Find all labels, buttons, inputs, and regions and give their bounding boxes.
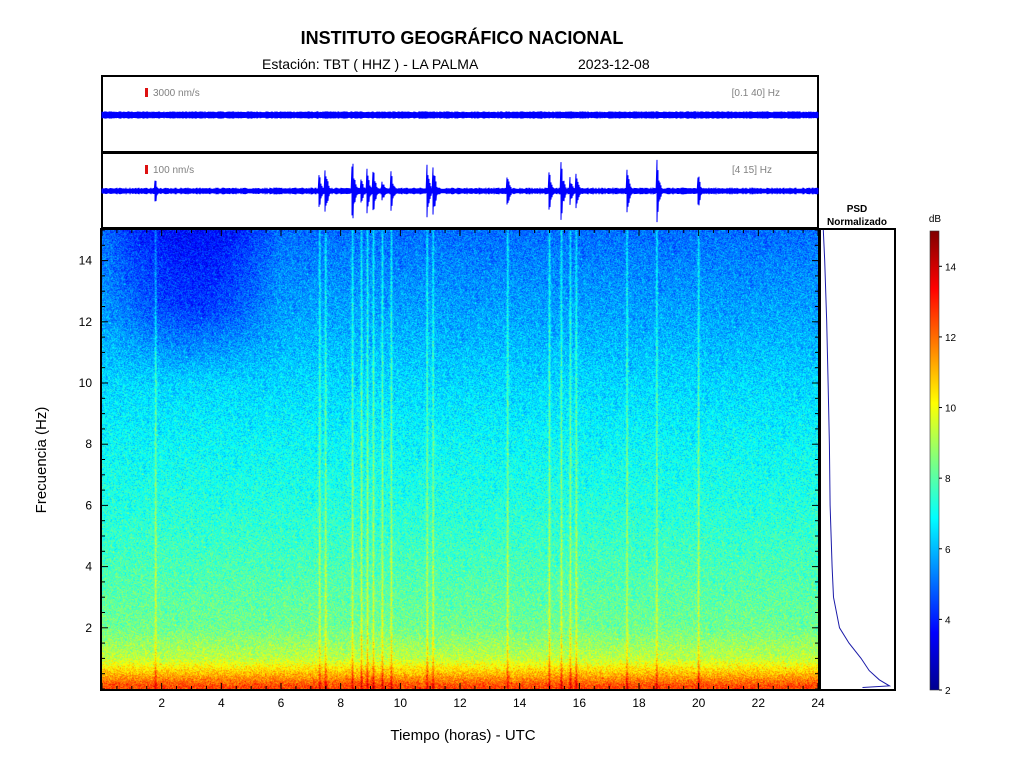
psd-curve	[822, 229, 892, 688]
waveform-trace-filtered	[101, 159, 819, 223]
waveform-trace-broadband	[101, 111, 819, 119]
psd-subtitle: Normalizado	[827, 217, 887, 228]
x-axis-label: Tiempo (horas) - UTC	[390, 727, 535, 744]
spectrogram-y-axis: 2 4 6 8 10 12 14	[79, 229, 819, 690]
x-tick-label: 18	[632, 696, 646, 710]
psd-title: PSD	[847, 204, 868, 215]
x-tick-label: 8	[337, 696, 344, 710]
scale-bar-filtered	[145, 165, 148, 174]
psd-frame	[819, 228, 896, 691]
spectrogram-image-holder	[102, 230, 818, 689]
waveform-1-path	[101, 111, 819, 119]
x-tick-label: 24	[811, 696, 825, 710]
y-tick-label: 12	[79, 315, 93, 329]
x-tick-label: 4	[218, 696, 225, 710]
psd-panel: PSD Normalizado	[819, 204, 896, 691]
colorbar-tick-label: 14	[945, 262, 957, 273]
colorbar-tick-label: 10	[945, 404, 957, 415]
colorbar-tick-label: 12	[945, 333, 957, 344]
colorbar-tick-label: 6	[945, 545, 951, 556]
x-tick-label: 16	[573, 696, 587, 710]
x-tick-label: 22	[752, 696, 766, 710]
colorbar-gradient	[929, 230, 940, 691]
scale-label-broadband: 3000 nm/s	[153, 88, 200, 99]
y-tick-label: 2	[85, 621, 92, 635]
y-tick-label: 14	[79, 254, 93, 268]
colorbar: dB 2 4 6 8 10 12 14	[929, 214, 957, 697]
colorbar-ticks: 2 4 6 8 10 12 14	[939, 262, 957, 697]
scale-label-filtered: 100 nm/s	[153, 165, 194, 176]
station-label: Estación: TBT ( HHZ ) - LA PALMA	[262, 56, 479, 72]
colorbar-tick-label: 8	[945, 474, 951, 485]
x-tick-label: 2	[158, 696, 165, 710]
y-tick-label: 8	[85, 437, 92, 451]
spectrogram-heatmap	[102, 230, 818, 689]
x-tick-label: 10	[394, 696, 408, 710]
y-axis-label: Frecuencia (Hz)	[33, 407, 50, 514]
colorbar-label: dB	[929, 214, 942, 225]
colorbar-tick-label: 4	[945, 615, 951, 626]
y-tick-label: 6	[85, 498, 92, 512]
filter-label-broadband: [0.1 40] Hz	[732, 88, 780, 99]
x-tick-label: 14	[513, 696, 527, 710]
colorbar-tick-label: 2	[945, 686, 951, 697]
filter-label-filtered: [4 15] Hz	[732, 165, 772, 176]
x-tick-label: 6	[278, 696, 285, 710]
y-tick-label: 10	[79, 376, 93, 390]
y-tick-label: 4	[85, 560, 92, 574]
waveform-panel-filtered: 100 nm/s [4 15] Hz	[101, 152, 819, 229]
waveform-2-path	[101, 159, 819, 223]
figure-title: INSTITUTO GEOGRÁFICO NACIONAL	[300, 28, 624, 48]
x-tick-label: 12	[453, 696, 467, 710]
date-label: 2023-12-08	[578, 56, 650, 72]
spectrogram-x-axis: 2 4 6 8 10 12 14 16 18 20 22 24	[101, 229, 825, 710]
scale-bar-broadband	[145, 88, 148, 97]
x-tick-label: 20	[692, 696, 706, 710]
waveform-panel-broadband: 3000 nm/s [0.1 40] Hz	[101, 75, 819, 153]
